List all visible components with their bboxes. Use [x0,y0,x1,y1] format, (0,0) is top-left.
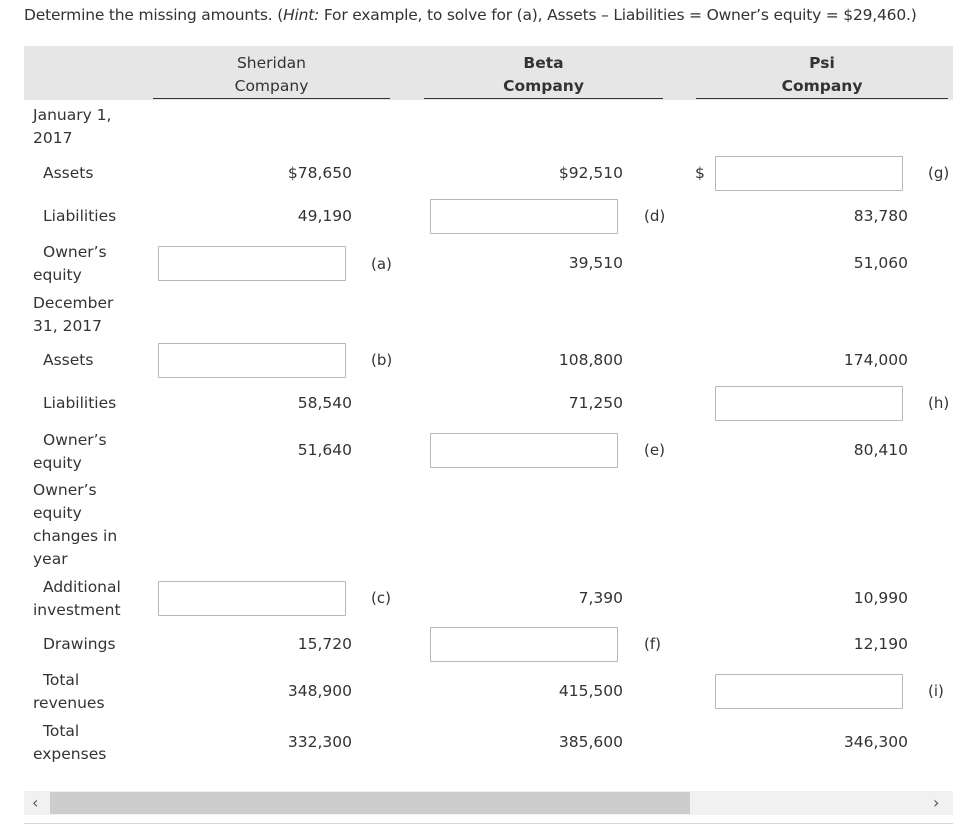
row-label-liabilities-dec: Liabilities [43,394,117,412]
input-c[interactable] [158,581,346,616]
psi-dollar-sign: $ [695,164,705,182]
input-h[interactable] [715,386,903,421]
column-header-sheridan: Sheridan Company [234,54,309,95]
beta-assets-jan: $92,510 [558,164,623,182]
tag-c: (c) [371,589,391,607]
psi-owners-equity-dec: 80,410 [853,441,908,459]
scroll-left-arrow-icon[interactable]: ‹ [32,793,39,812]
sheridan-liabilities-dec: 58,540 [297,394,352,412]
input-e[interactable] [430,433,618,468]
beta-total-revenues: 415,500 [558,682,623,700]
column-underline [153,98,390,99]
scrollbar-thumb[interactable] [50,792,690,814]
row-label-owners-equity-dec: Owner’s equity [33,431,107,472]
beta-assets-dec: 108,800 [558,351,623,369]
column-header-beta: Beta Company [503,54,584,95]
sheridan-drawings: 15,720 [297,635,352,653]
bottom-divider [24,823,953,824]
psi-owners-equity-jan: 51,060 [853,254,908,272]
column-header-psi: Psi Company [781,54,863,95]
row-label-total-revenues: Total revenues [33,671,105,712]
psi-assets-dec: 174,000 [843,351,908,369]
column-underline [424,98,663,99]
psi-drawings: 12,190 [853,635,908,653]
row-label-total-expenses: Total expenses [33,722,107,763]
section-label-december: December 31, 2017 [33,294,114,335]
scroll-right-arrow-icon[interactable]: › [933,793,940,812]
sheridan-total-revenues: 348,900 [287,682,352,700]
input-g[interactable] [715,156,903,191]
tag-i: (i) [928,682,944,700]
beta-additional-investment: 7,390 [578,589,623,607]
sheridan-owners-equity-dec: 51,640 [297,441,352,459]
section-label-equity-changes: Owner’s equity changes in year [33,481,118,568]
instruction-text: Determine the missing amounts. (Hint: Fo… [24,6,917,24]
tag-h: (h) [928,394,950,412]
beta-liabilities-dec: 71,250 [568,394,623,412]
tag-g: (g) [928,164,950,182]
sheridan-assets-jan: $78,650 [287,164,352,182]
hint-label: Hint: [283,6,320,24]
psi-additional-investment: 10,990 [853,589,908,607]
input-d[interactable] [430,199,618,234]
input-f[interactable] [430,627,618,662]
row-label-owners-equity-jan: Owner’s equity [33,243,107,284]
section-label-january: January 1, 2017 [33,106,112,147]
tag-e: (e) [644,441,665,459]
tag-f: (f) [644,635,661,653]
sheridan-liabilities-jan: 49,190 [297,207,352,225]
row-label-assets-dec: Assets [43,351,94,369]
row-label-drawings: Drawings [43,635,116,653]
beta-total-expenses: 385,600 [558,733,623,751]
psi-liabilities-jan: 83,780 [853,207,908,225]
psi-total-expenses: 346,300 [843,733,908,751]
column-underline [696,98,948,99]
tag-d: (d) [644,207,666,225]
row-label-liabilities-jan: Liabilities [43,207,117,225]
sheridan-total-expenses: 332,300 [287,733,352,751]
tag-b: (b) [371,351,393,369]
row-label-additional-investment: Additional investment [33,578,121,619]
input-a[interactable] [158,246,346,281]
input-i[interactable] [715,674,903,709]
row-label-assets-jan: Assets [43,164,94,182]
column-header-band [24,46,953,100]
tag-a: (a) [371,255,392,273]
beta-owners-equity-jan: 39,510 [568,254,623,272]
input-b[interactable] [158,343,346,378]
